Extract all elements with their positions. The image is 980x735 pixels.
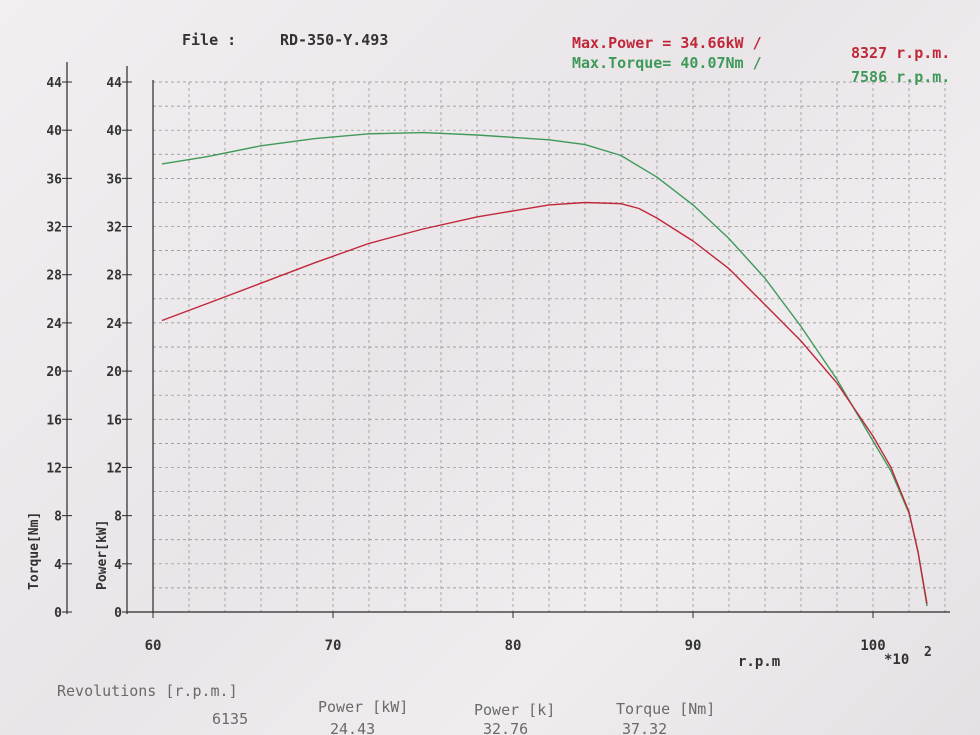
torque-tick-label: 0 <box>54 606 62 621</box>
torque-tick-label: 16 <box>46 413 62 428</box>
torque-tick-label: 40 <box>46 124 62 139</box>
grid <box>153 81 946 612</box>
max-torque-label: Max.Torque= 40.07Nm / <box>572 54 762 72</box>
x-multiplier-exponent: 2 <box>924 645 932 660</box>
power-tick-label: 36 <box>106 172 122 187</box>
torque-tick-label: 32 <box>46 221 62 236</box>
power-tick-label: 0 <box>114 606 122 621</box>
footer-torque-value: 37.32 <box>622 720 667 735</box>
x-tick-label: 60 <box>145 638 162 654</box>
max-power-label: Max.Power = 34.66kW / <box>572 34 762 52</box>
power-tick-label: 24 <box>106 317 122 332</box>
power-tick-label: 40 <box>106 124 122 139</box>
footer-rev-value: 6135 <box>212 710 248 728</box>
footer-torque-label: Torque [Nm] <box>616 700 715 718</box>
x-multiplier: *10 <box>884 652 909 668</box>
footer-rev-label: Revolutions [r.p.m.] <box>57 682 238 700</box>
power-axis-label: Power[kW] <box>95 520 110 590</box>
torque-tick-label: 36 <box>46 172 62 187</box>
x-tick-label: 80 <box>505 638 522 654</box>
x-tick-label: 100 <box>860 638 885 654</box>
torque-axis-label: Torque[Nm] <box>27 512 42 590</box>
torque-tick-label: 44 <box>46 76 62 91</box>
x-tick-label: 90 <box>685 638 702 654</box>
max-power-rpm: 8327 r.p.m. <box>851 44 950 62</box>
torque-tick-label: 20 <box>46 365 62 380</box>
torque-tick-label: 8 <box>54 510 62 525</box>
footer-power2-value: 32.76 <box>483 720 528 735</box>
power-tick-label: 44 <box>106 76 122 91</box>
footer-power2-label: Power [k] <box>474 701 555 719</box>
footer-power-value: 24.43 <box>330 720 375 735</box>
series-lines <box>161 131 928 607</box>
power-tick-label: 16 <box>106 413 122 428</box>
torque-curve <box>161 131 928 607</box>
axes <box>62 62 950 618</box>
torque-tick-label: 4 <box>54 558 62 573</box>
file-label: File : <box>182 31 236 49</box>
file-name: RD-350-Y.493 <box>280 31 388 49</box>
torque-tick-label: 24 <box>46 317 62 332</box>
power-tick-label: 12 <box>106 461 122 476</box>
power-tick-label: 4 <box>114 558 122 573</box>
footer-power-label: Power [kW] <box>318 698 408 716</box>
power-tick-label: 28 <box>106 269 122 284</box>
x-tick-label: 70 <box>325 638 342 654</box>
x-unit-label: r.p.m <box>738 654 780 670</box>
power-curve <box>161 201 928 604</box>
torque-tick-label: 12 <box>46 461 62 476</box>
max-torque-rpm: 7586 r.p.m. <box>851 68 950 86</box>
torque-tick-label: 28 <box>46 269 62 284</box>
power-tick-label: 20 <box>106 365 122 380</box>
power-tick-label: 32 <box>106 221 122 236</box>
power-tick-label: 8 <box>114 510 122 525</box>
